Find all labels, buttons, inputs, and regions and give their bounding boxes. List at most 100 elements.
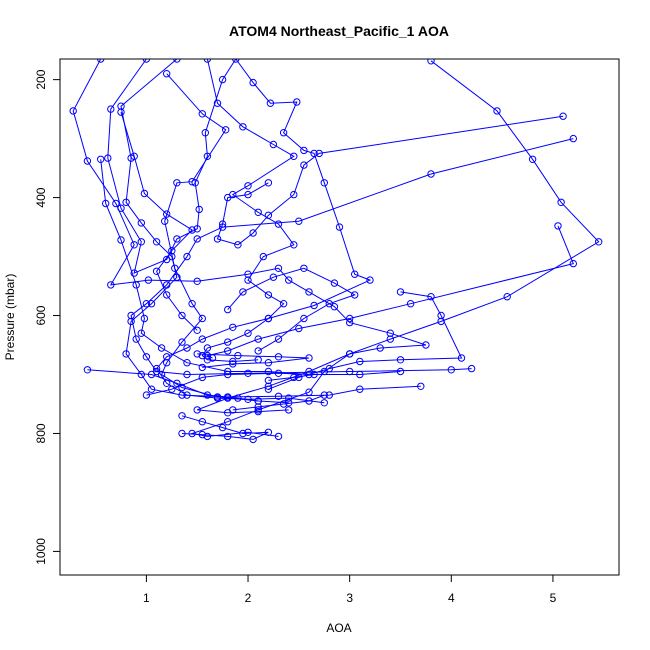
- data-point: [142, 391, 151, 399]
- series-16: [193, 350, 313, 372]
- data-point: [142, 353, 151, 361]
- data-point: [137, 238, 146, 246]
- chart-title: ATOM4 Northeast_Pacific_1 AOA: [229, 23, 449, 39]
- data-point: [356, 385, 364, 393]
- data-point: [193, 350, 201, 358]
- data-point: [173, 59, 181, 63]
- data-point: [569, 259, 577, 268]
- data-point: [222, 126, 230, 134]
- data-point: [264, 367, 273, 376]
- data-point: [183, 359, 191, 367]
- data-point: [285, 394, 293, 402]
- data-point: [269, 273, 278, 281]
- data-point: [422, 341, 430, 349]
- data-point: [290, 241, 298, 249]
- data-point: [249, 229, 257, 237]
- data-point: [330, 279, 339, 287]
- data-point: [406, 300, 415, 308]
- y-tick-label: 200: [34, 69, 48, 89]
- data-point: [264, 385, 273, 393]
- data-point: [117, 108, 125, 116]
- data-point: [213, 235, 222, 243]
- x-axis-label: AOA: [326, 621, 351, 635]
- series-line: [205, 225, 574, 359]
- data-point: [163, 359, 171, 367]
- data-point: [127, 317, 135, 326]
- data-point: [183, 370, 191, 379]
- data-point: [117, 236, 125, 244]
- data-point: [366, 276, 374, 284]
- data-point: [203, 356, 212, 364]
- data-point: [396, 367, 405, 376]
- data-point: [279, 129, 288, 137]
- data-point: [569, 134, 577, 143]
- data-point: [198, 418, 207, 426]
- data-point: [325, 364, 333, 373]
- data-point: [310, 301, 318, 310]
- data-point: [104, 154, 112, 162]
- series-4: [198, 59, 298, 366]
- series-14: [142, 369, 318, 399]
- y-tick-label: 400: [34, 187, 48, 207]
- data-point: [244, 428, 252, 436]
- data-point: [437, 311, 445, 320]
- data-point: [224, 305, 232, 314]
- data-point: [264, 179, 273, 187]
- data-point: [396, 288, 405, 296]
- data-point: [178, 338, 186, 346]
- data-point: [232, 59, 240, 63]
- data-point: [183, 344, 191, 352]
- series-line: [120, 59, 421, 398]
- data-point: [427, 170, 435, 178]
- data-point: [266, 99, 275, 107]
- data-point: [140, 314, 149, 323]
- y-tick-label: 600: [34, 305, 48, 325]
- data-point: [130, 269, 138, 277]
- data-point: [595, 238, 603, 246]
- series-18: [229, 391, 328, 414]
- data-point: [203, 152, 212, 161]
- data-point: [173, 179, 181, 187]
- data-point: [335, 223, 344, 231]
- data-point: [147, 385, 156, 393]
- data-point: [224, 338, 232, 346]
- data-point: [325, 391, 333, 399]
- data-point: [168, 385, 176, 393]
- data-point: [264, 382, 273, 390]
- data-point: [346, 350, 354, 358]
- data-point: [249, 435, 257, 444]
- data-point: [346, 318, 354, 327]
- series-line: [160, 73, 259, 402]
- data-point: [97, 59, 105, 63]
- data-point: [173, 273, 181, 281]
- data-point: [310, 370, 318, 379]
- data-point: [305, 288, 313, 296]
- series-line: [197, 60, 600, 414]
- data-point: [244, 276, 252, 284]
- data-point: [69, 107, 77, 115]
- data-point: [107, 105, 115, 113]
- data-point: [107, 281, 115, 289]
- data-point: [234, 351, 242, 360]
- data-point: [244, 190, 252, 199]
- data-point: [198, 373, 207, 382]
- data-point: [269, 140, 278, 149]
- x-tick-label: 4: [448, 591, 455, 605]
- series-line: [72, 59, 427, 437]
- data-point: [557, 198, 565, 207]
- data-point: [171, 264, 179, 272]
- data-point: [188, 226, 196, 234]
- data-point: [163, 281, 171, 289]
- data-point: [142, 300, 151, 308]
- data-point: [305, 397, 313, 405]
- data-point: [188, 178, 196, 186]
- data-point: [264, 291, 273, 299]
- data-point: [140, 189, 149, 198]
- data-point: [239, 429, 247, 438]
- data-point: [279, 400, 288, 408]
- data-point: [147, 300, 156, 308]
- data-point: [229, 406, 237, 414]
- data-point: [559, 112, 567, 120]
- series-9: [127, 134, 577, 379]
